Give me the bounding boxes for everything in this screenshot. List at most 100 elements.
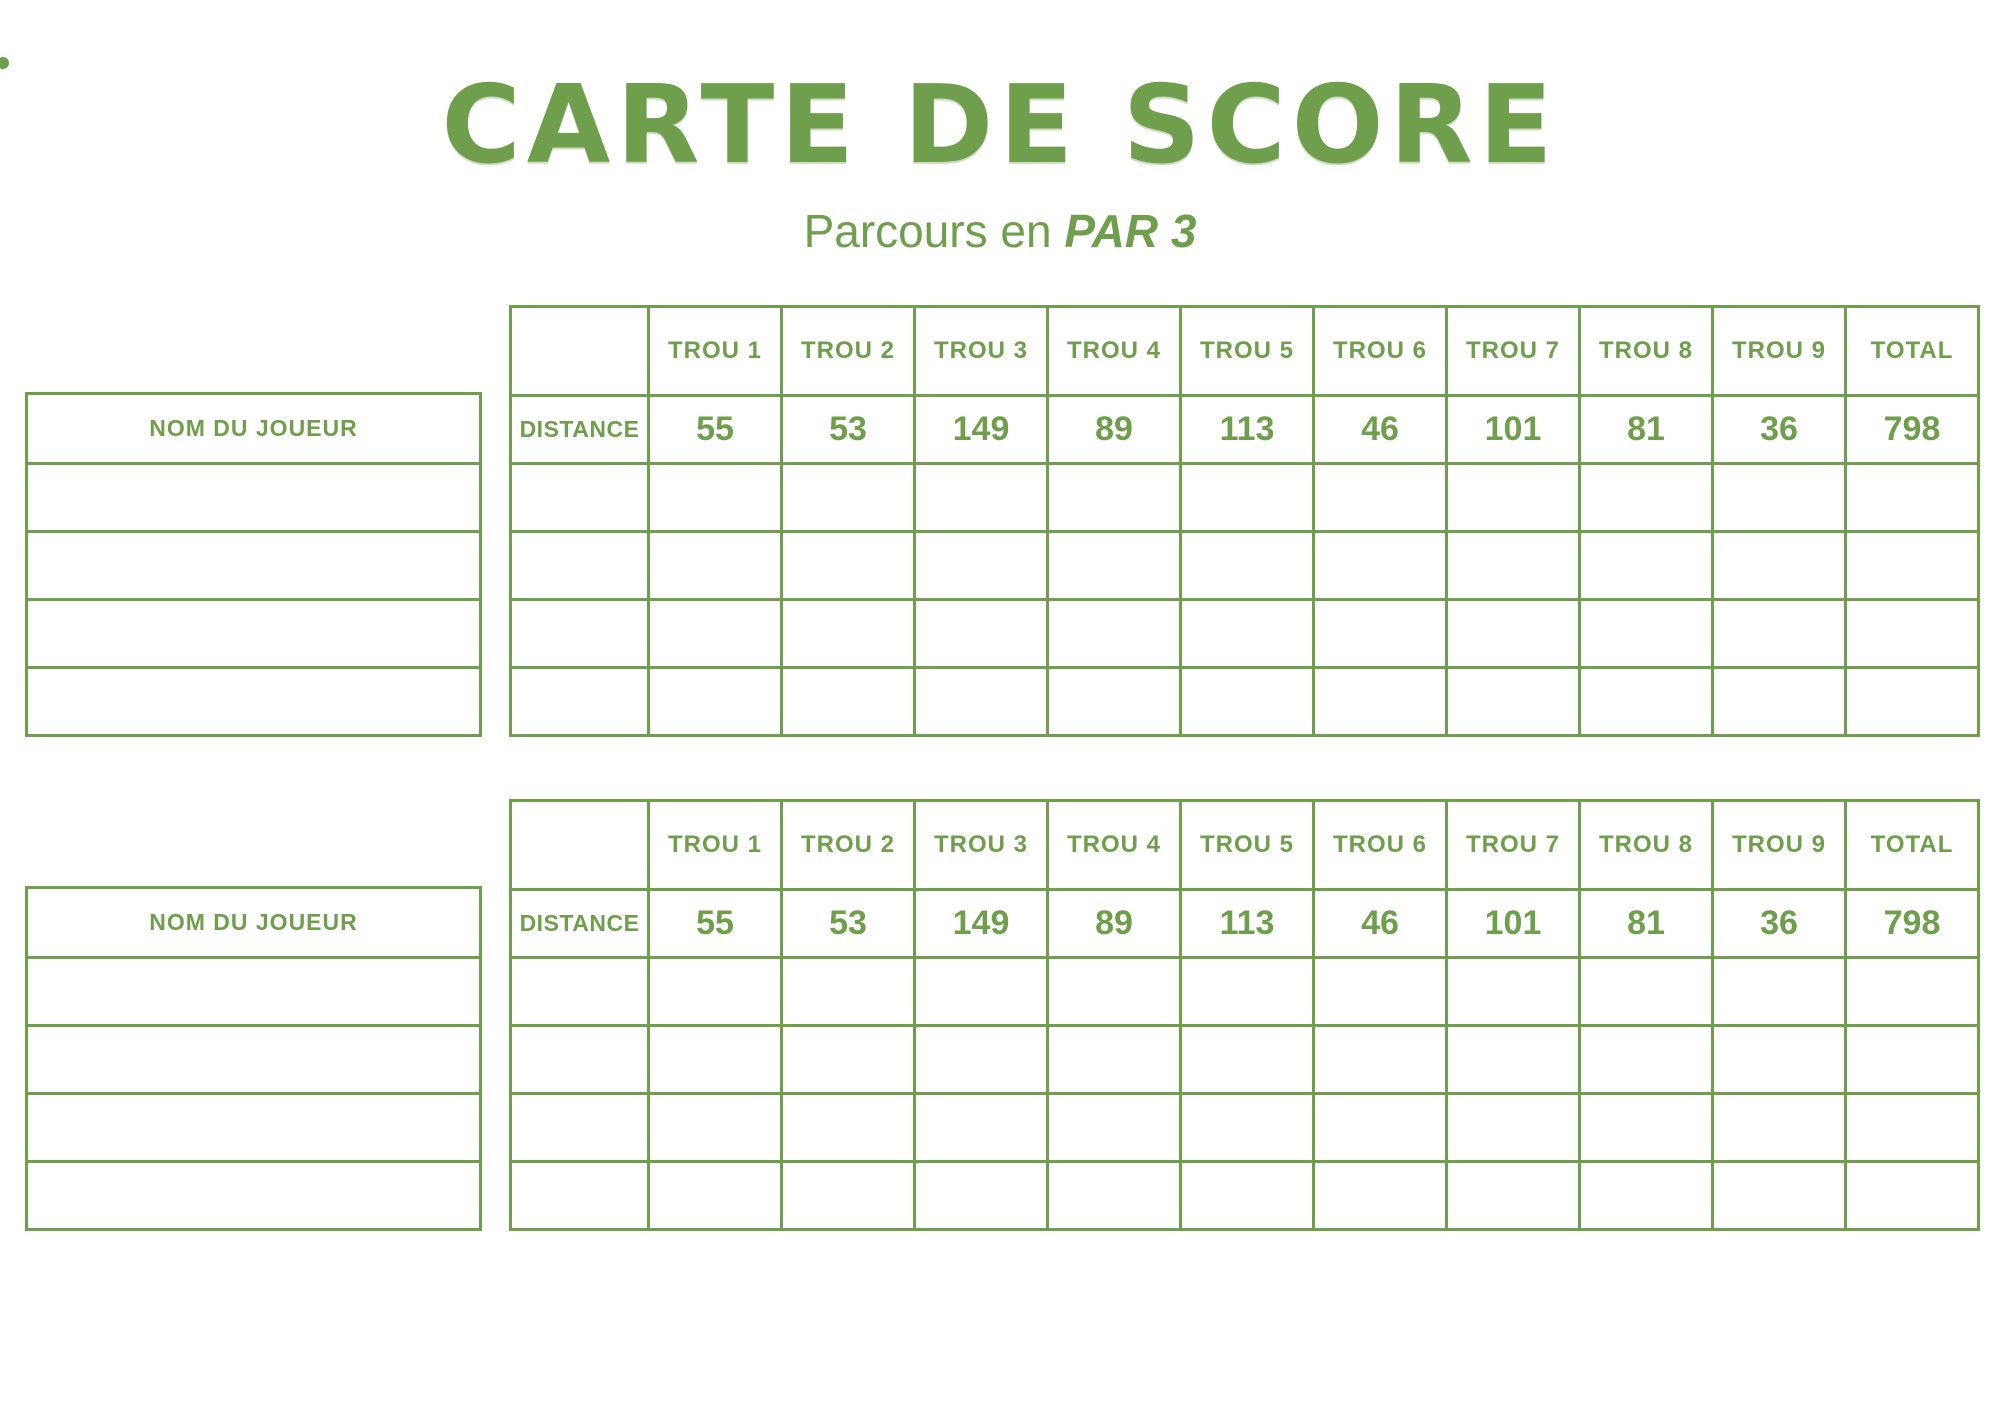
hole-header-cell: TROU 8 [1578, 305, 1714, 397]
distance-value-cell: 89 [1046, 888, 1182, 959]
score-cell [647, 462, 783, 533]
hole-header-cell: TROU 5 [1179, 799, 1315, 891]
subtitle-prefix: Parcours en [803, 205, 1052, 257]
corner-dot-decoration [0, 57, 9, 69]
score-table-2: TROU 1 TROU 2 TROU 3 TROU 4 TROU 5 TROU … [509, 799, 1980, 1231]
score-cell [647, 530, 783, 601]
distance-value-cell: 36 [1711, 888, 1847, 959]
player-name-row [25, 666, 482, 737]
distance-value-cell: 81 [1578, 394, 1714, 465]
distance-value-cell: 149 [913, 394, 1049, 465]
score-cell [1711, 598, 1847, 669]
distance-total-cell: 798 [1844, 394, 1980, 465]
score-row [509, 530, 1980, 601]
score-cell [913, 956, 1049, 1027]
player-name-row [25, 462, 482, 533]
distance-row: DISTANCE 55 53 149 89 113 46 101 81 36 7… [509, 888, 1980, 959]
score-cell [1578, 1024, 1714, 1095]
score-cell [1711, 666, 1847, 737]
distance-value-cell: 46 [1312, 888, 1448, 959]
subtitle-par-emphasis: PAR 3 [1064, 205, 1197, 257]
score-cell [913, 462, 1049, 533]
score-cell [1578, 1092, 1714, 1163]
score-row [509, 462, 1980, 533]
score-cell [913, 1160, 1049, 1231]
player-name-table-2: NOM DU JOUEUR [25, 886, 482, 1231]
score-cell [1046, 1092, 1182, 1163]
distance-value-cell: 55 [647, 888, 783, 959]
total-header-cell: TOTAL [1844, 305, 1980, 397]
score-row [509, 1160, 1980, 1231]
score-cell [647, 956, 783, 1027]
score-cell [1312, 1160, 1448, 1231]
score-cell [509, 530, 650, 601]
score-cell [1711, 1024, 1847, 1095]
score-cell [1312, 956, 1448, 1027]
score-cell [509, 1092, 650, 1163]
score-cell [1844, 530, 1980, 601]
score-cell [647, 1024, 783, 1095]
player-name-cell [25, 598, 482, 669]
hole-header-cell: TROU 2 [780, 799, 916, 891]
score-cell [1312, 1024, 1448, 1095]
player-name-row [25, 1024, 482, 1095]
score-cell [780, 1024, 916, 1095]
score-cell [1844, 462, 1980, 533]
score-cell [1711, 1160, 1847, 1231]
score-cell [913, 598, 1049, 669]
hole-header-cell: TROU 6 [1312, 799, 1448, 891]
score-cell [1844, 1160, 1980, 1231]
player-name-cell [25, 1092, 482, 1163]
score-cell [1578, 462, 1714, 533]
score-row [509, 1092, 1980, 1163]
score-cell [1844, 1092, 1980, 1163]
hole-header-row: TROU 1 TROU 2 TROU 3 TROU 4 TROU 5 TROU … [509, 305, 1980, 397]
distance-value-cell: 113 [1179, 394, 1315, 465]
score-row [509, 956, 1980, 1027]
score-cell [1844, 956, 1980, 1027]
player-name-row [25, 956, 482, 1027]
score-cell [647, 666, 783, 737]
hole-header-cell: TROU 9 [1711, 799, 1847, 891]
score-cell [1179, 462, 1315, 533]
score-cell [1179, 1160, 1315, 1231]
score-cell [1312, 1092, 1448, 1163]
score-cell [1445, 530, 1581, 601]
score-cell [509, 1160, 650, 1231]
score-cell [1046, 598, 1182, 669]
score-cell [509, 1024, 650, 1095]
score-cell [1844, 666, 1980, 737]
score-cell [1445, 1092, 1581, 1163]
page-title: CARTE DE SCORE [441, 63, 1559, 188]
score-cell [1711, 530, 1847, 601]
player-name-cell [25, 956, 482, 1027]
player-name-header-row: NOM DU JOUEUR [25, 392, 482, 465]
score-cell [780, 956, 916, 1027]
player-name-row [25, 1160, 482, 1231]
distance-value-cell: 36 [1711, 394, 1847, 465]
hole-header-cell: TROU 6 [1312, 305, 1448, 397]
corner-header-cell [509, 305, 650, 397]
hole-header-cell: TROU 3 [913, 305, 1049, 397]
player-name-row [25, 598, 482, 669]
distance-total-cell: 798 [1844, 888, 1980, 959]
score-cell [1046, 530, 1182, 601]
score-cell [1578, 666, 1714, 737]
score-cell [1711, 462, 1847, 533]
corner-header-cell [509, 799, 650, 891]
distance-value-cell: 149 [913, 888, 1049, 959]
score-cell [913, 530, 1049, 601]
distance-value-cell: 53 [780, 888, 916, 959]
hole-header-cell: TROU 3 [913, 799, 1049, 891]
player-name-cell [25, 530, 482, 601]
score-cell [913, 666, 1049, 737]
score-cell [780, 598, 916, 669]
score-cell [1578, 598, 1714, 669]
score-cell [780, 462, 916, 533]
score-cell [509, 666, 650, 737]
distance-label-cell: DISTANCE [509, 394, 650, 465]
distance-value-cell: 46 [1312, 394, 1448, 465]
score-cell [913, 1024, 1049, 1095]
score-cell [1046, 462, 1182, 533]
score-cell [1179, 598, 1315, 669]
